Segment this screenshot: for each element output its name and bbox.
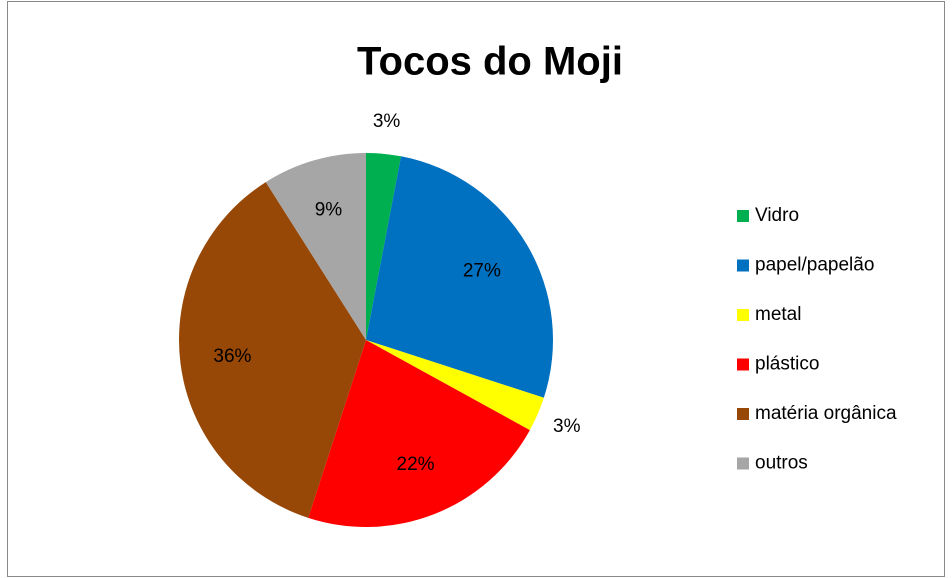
legend-swatch (737, 309, 749, 321)
legend-swatch (737, 210, 749, 222)
legend-swatch (737, 408, 749, 420)
pie-slice (366, 153, 402, 340)
pie-slice (366, 156, 554, 398)
legend-label: matéria orgânica (755, 403, 897, 424)
legend-label: papel/papelão (755, 255, 874, 276)
pie-slice (366, 340, 544, 431)
legend-label: Vidro (755, 205, 799, 226)
pie-slice (178, 182, 366, 518)
legend-label: outros (755, 453, 808, 474)
pie-slice (308, 340, 530, 527)
data-label: 3% (373, 111, 401, 132)
data-label: 27% (463, 260, 501, 281)
data-label: 3% (553, 416, 581, 437)
pie-slice (265, 153, 366, 340)
data-label: 9% (315, 200, 343, 221)
legend-swatch (737, 358, 749, 371)
legend-label: plástico (755, 354, 819, 375)
legend-swatch (737, 259, 749, 272)
legend-label: metal (755, 304, 801, 325)
chart-title: Tocos do Moji (357, 40, 623, 84)
data-label: 22% (397, 454, 435, 475)
data-label: 36% (213, 346, 251, 367)
legend-swatch (737, 457, 749, 470)
